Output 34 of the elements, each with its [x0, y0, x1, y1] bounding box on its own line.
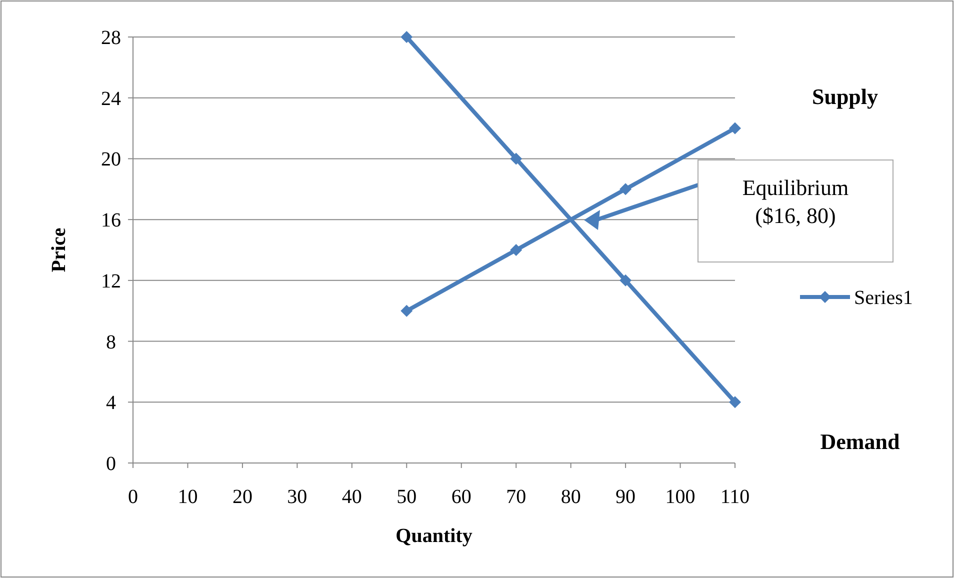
x-tick-label: 30 [287, 486, 308, 508]
y-tick-label: 24 [101, 88, 121, 110]
x-axis-title: Quantity [396, 525, 472, 547]
y-tick-label: 4 [106, 392, 116, 414]
x-tick-label: 80 [560, 486, 581, 508]
y-tick-label: 16 [101, 210, 121, 232]
x-tick-label: 40 [342, 486, 362, 508]
point [729, 396, 741, 408]
text: Supply [812, 84, 878, 109]
y-tick-label: 0 [106, 453, 116, 475]
point [620, 183, 632, 196]
point [400, 304, 413, 317]
x-tick-label: 70 [506, 486, 526, 508]
y-tick-label: 20 [101, 148, 121, 171]
point [510, 244, 522, 256]
point [620, 274, 632, 286]
y-tick-label: 8 [106, 331, 116, 354]
y-axis-title: Price [48, 228, 70, 272]
point [510, 152, 522, 165]
y-tick-label: 12 [101, 270, 121, 292]
x-tick-label: 90 [616, 486, 636, 508]
text: Demand [820, 429, 900, 454]
legend-label: Series1 [854, 287, 913, 309]
x-tick-label: 0 [128, 486, 138, 508]
x-tick-label: 10 [178, 486, 198, 508]
text: Equilibrium ($16, 80) [742, 175, 849, 228]
x-tick-label: 50 [396, 486, 417, 508]
x-tick-label: 20 [232, 486, 252, 508]
x-tick-label: 60 [451, 486, 472, 508]
point [729, 122, 741, 134]
y-tick-label: 28 [101, 27, 121, 49]
point [400, 31, 413, 43]
x-tick-label: 110 [720, 486, 750, 508]
x-tick-label: 100 [665, 486, 696, 508]
